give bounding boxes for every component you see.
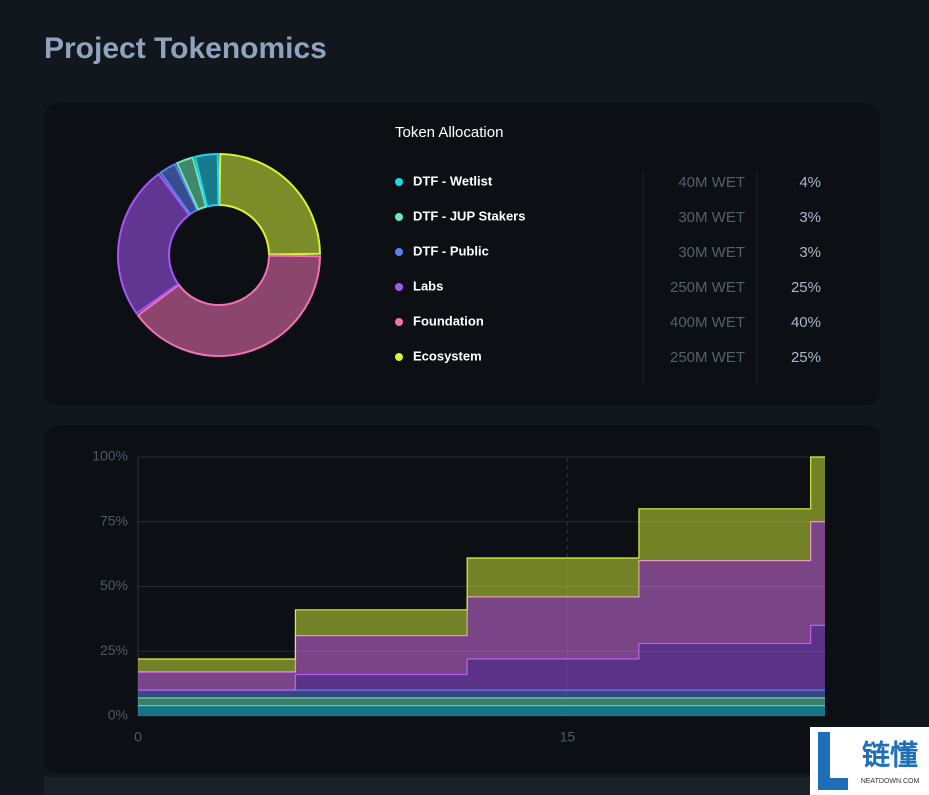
legend-percent: 25% [791, 349, 821, 366]
footer-bar [44, 777, 880, 795]
y-tick-label: 100% [92, 448, 128, 464]
legend-percent: 40% [791, 314, 821, 331]
legend-amount: 30M WET [678, 244, 745, 261]
y-tick-label: 75% [100, 512, 128, 528]
legend-percent: 25% [791, 279, 821, 296]
watermark-logo [818, 732, 848, 790]
area-layer [138, 697, 825, 706]
area-layer [138, 521, 825, 691]
legend-title: Token Allocation [395, 124, 503, 141]
legend-label: DTF - Public [413, 243, 489, 258]
area-edge [138, 456, 825, 660]
area-layer [138, 705, 825, 716]
donut-slice [175, 156, 208, 211]
legend-percent: 4% [799, 174, 821, 191]
donut-slice [218, 152, 322, 256]
donut-slice [159, 162, 199, 216]
legend-amount: 250M WET [670, 349, 745, 366]
y-tick-label: 50% [100, 577, 128, 593]
legend-dot [395, 178, 403, 186]
x-tick-label: 15 [560, 729, 576, 745]
legend-dot [395, 248, 403, 256]
legend-label: Foundation [413, 313, 484, 328]
legend-label: Ecosystem [413, 348, 482, 363]
legend-percent: 3% [799, 209, 821, 226]
donut-slice [117, 172, 191, 315]
legend-dot [395, 213, 403, 221]
legend-label: Labs [413, 278, 443, 293]
x-tick-label: 0 [134, 729, 142, 745]
legend-amount: 400M WET [670, 314, 745, 331]
watermark-sub: NEATDOWN.COM [861, 778, 920, 785]
y-tick-label: 0% [108, 707, 128, 723]
area-layer [138, 625, 825, 691]
legend-amount: 40M WET [678, 174, 745, 191]
allocation-card [44, 103, 880, 405]
donut-slice [193, 152, 220, 208]
legend-label: DTF - Wetlist [413, 173, 493, 188]
donut-slice [136, 254, 322, 357]
legend-dot [395, 283, 403, 291]
legend-amount: 30M WET [678, 209, 745, 226]
area-layer [138, 690, 825, 698]
legend-dot [395, 353, 403, 361]
area-layer [138, 457, 825, 672]
legend-percent: 3% [799, 244, 821, 261]
watermark-text: 链懂 [862, 739, 918, 770]
legend-dot [395, 318, 403, 326]
y-tick-label: 25% [100, 642, 128, 658]
page-title: Project Tokenomics [44, 32, 327, 65]
legend-label: DTF - JUP Stakers [413, 208, 525, 223]
legend-amount: 250M WET [670, 279, 745, 296]
